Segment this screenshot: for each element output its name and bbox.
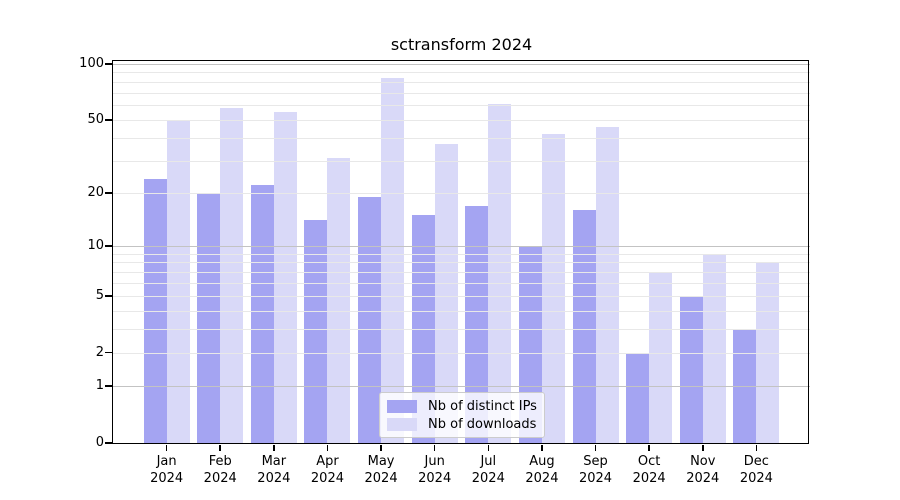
x-tick-may — [380, 444, 382, 451]
gridline-minor-30 — [113, 160, 810, 162]
x-tick-nov — [702, 444, 704, 451]
x-tick-label-jul: Jul 2024 — [471, 454, 505, 486]
x-tick-mar — [273, 444, 275, 451]
bar-distinct-ips-jul — [465, 205, 489, 443]
x-tick-label-feb: Feb 2024 — [203, 454, 237, 486]
bar-downloads-jul — [488, 103, 512, 443]
x-tick-label-sep: Sep 2024 — [578, 454, 613, 486]
bar-distinct-ips-jan — [143, 178, 167, 443]
y-tick-50 — [105, 119, 112, 121]
x-tick-label-may: May 2024 — [364, 454, 398, 486]
gridline-minor-6 — [113, 283, 810, 285]
y-tick-label-100: 100 — [79, 55, 104, 71]
bar-distinct-ips-feb — [197, 192, 221, 443]
gridline-minor-60 — [113, 105, 810, 107]
x-tick-label-mar: Mar 2024 — [257, 454, 291, 486]
y-tick-label-50: 50 — [87, 111, 104, 127]
gridline-major-10 — [113, 245, 810, 247]
gridline-minor-50 — [113, 119, 810, 121]
bar-distinct-ips-oct — [626, 352, 650, 443]
bar-downloads-may — [381, 77, 405, 443]
gridline-minor-8 — [113, 262, 810, 264]
gridline-minor-2 — [113, 352, 810, 354]
bar-downloads-sep — [595, 126, 619, 443]
gridline-major-1 — [113, 386, 810, 388]
legend-item-downloads: Nb of downloads — [387, 417, 537, 432]
y-tick-1 — [105, 385, 112, 387]
y-tick-label-0: 0 — [95, 435, 104, 450]
bar-downloads-nov — [702, 253, 726, 443]
bar-distinct-ips-nov — [679, 295, 703, 443]
bar-distinct-ips-mar — [250, 185, 274, 443]
y-tick-label-10: 10 — [87, 237, 104, 253]
x-tick-feb — [219, 444, 221, 451]
gridline-minor-90 — [113, 72, 810, 74]
x-tick-label-aug: Aug 2024 — [525, 454, 559, 486]
x-tick-label-oct: Oct 2024 — [632, 454, 666, 486]
gridline-minor-70 — [113, 92, 810, 94]
y-tick-20 — [105, 192, 112, 194]
bar-downloads-feb — [220, 107, 244, 443]
y-tick-10 — [105, 245, 112, 247]
x-tick-jan — [165, 444, 168, 451]
bar-distinct-ips-may — [358, 196, 382, 443]
y-tick-100 — [105, 63, 112, 65]
legend-label-distinct-ips: Nb of distinct IPs — [428, 398, 537, 414]
x-tick-label-jun: Jun 2024 — [418, 454, 452, 486]
bar-downloads-jan — [166, 119, 190, 443]
x-tick-label-apr: Apr 2024 — [310, 454, 344, 486]
bar-downloads-aug — [541, 133, 565, 443]
gridline-minor-7 — [113, 272, 810, 274]
y-tick-label-5: 5 — [95, 287, 104, 303]
x-tick-jul — [487, 444, 490, 451]
bar-distinct-ips-sep — [572, 210, 596, 443]
chart-title: sctransform 2024 — [390, 35, 533, 54]
gridline-minor-80 — [113, 81, 810, 83]
x-tick-label-jan: Jan 2024 — [150, 454, 184, 486]
x-tick-jun — [433, 444, 436, 451]
legend: Nb of distinct IPs Nb of downloads — [379, 392, 545, 438]
gridline-minor-9 — [113, 253, 810, 255]
gridline-minor-40 — [113, 137, 810, 139]
bar-downloads-oct — [649, 272, 673, 443]
gridline-minor-4 — [113, 310, 810, 312]
x-tick-oct — [648, 444, 650, 451]
x-tick-dec — [755, 444, 758, 451]
legend-label-downloads: Nb of downloads — [428, 416, 537, 432]
gridline-major-100 — [113, 63, 810, 65]
gridline-minor-3 — [113, 329, 810, 331]
y-tick-label-2: 2 — [95, 344, 104, 360]
x-tick-label-nov: Nov 2024 — [686, 454, 720, 486]
y-tick-5 — [105, 295, 112, 297]
gridline-minor-5 — [113, 295, 810, 297]
y-tick-2 — [105, 351, 112, 354]
legend-item-distinct-ips: Nb of distinct IPs — [387, 399, 537, 414]
x-tick-sep — [594, 444, 597, 451]
y-tick-label-20: 20 — [87, 184, 104, 200]
x-tick-label-dec: Dec 2024 — [739, 454, 773, 486]
y-tick-label-1: 1 — [95, 378, 104, 394]
gridline-minor-20 — [113, 192, 810, 194]
bar-downloads-mar — [273, 112, 297, 443]
legend-swatch-downloads-icon — [387, 417, 417, 431]
x-tick-aug — [541, 444, 543, 451]
y-tick-0 — [105, 442, 112, 444]
bar-downloads-apr — [327, 158, 351, 443]
legend-swatch-distinct-ips-icon — [387, 399, 417, 413]
bar-downloads-jun — [434, 144, 458, 443]
x-tick-apr — [326, 444, 329, 451]
bar-distinct-ips-apr — [304, 220, 328, 443]
